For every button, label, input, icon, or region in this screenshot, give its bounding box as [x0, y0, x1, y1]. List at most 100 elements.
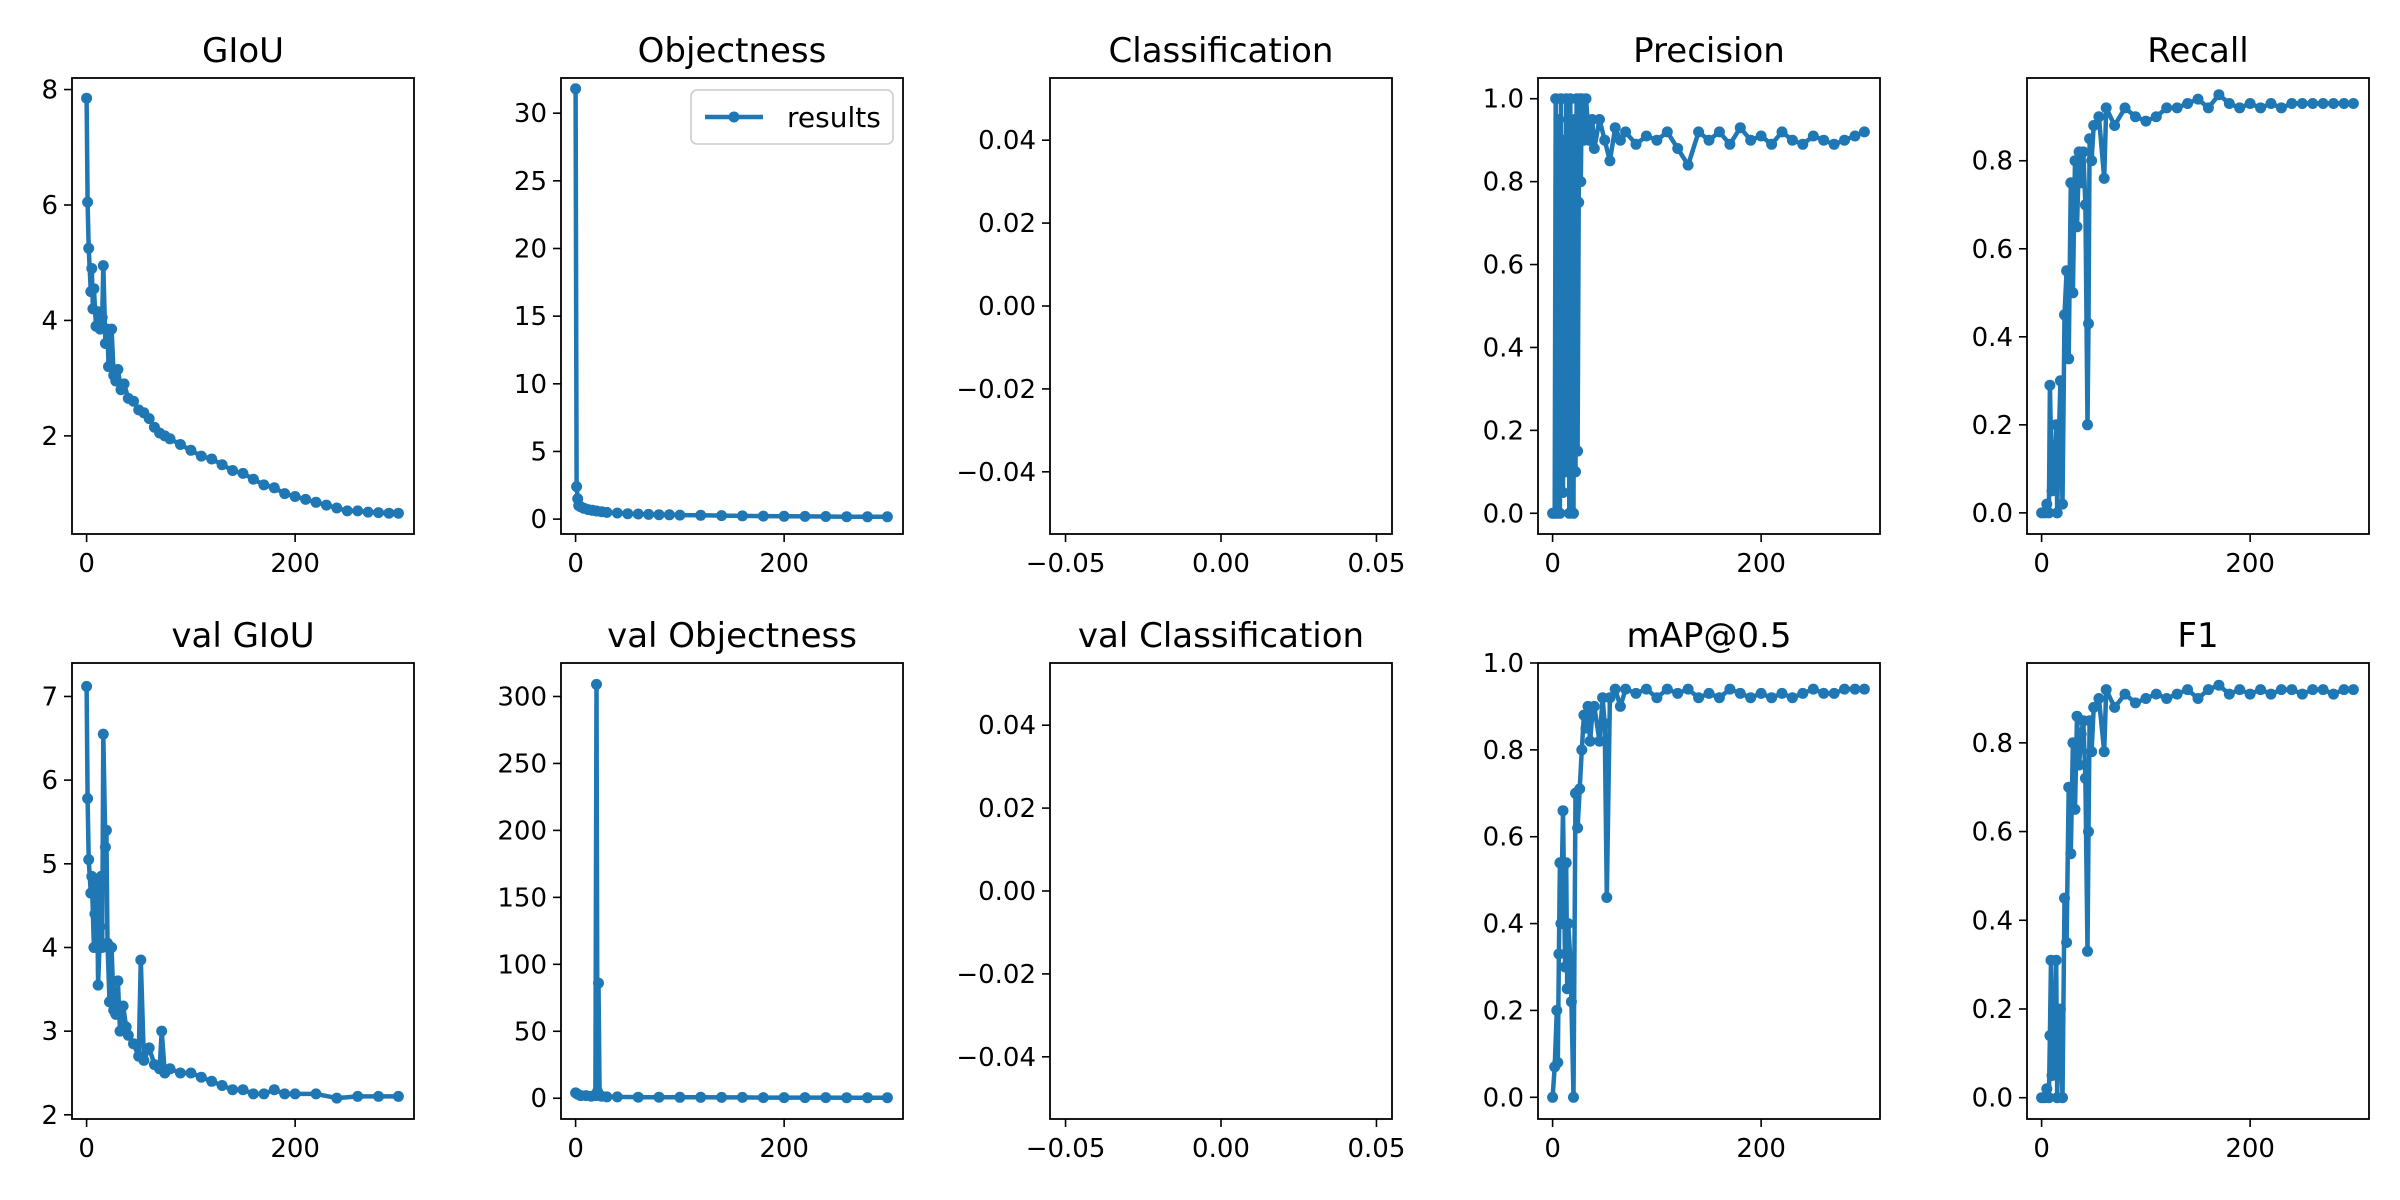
data-point	[2213, 679, 2225, 691]
x-tick-label: 200	[2225, 549, 2275, 579]
data-point	[2265, 688, 2277, 700]
data-point	[2129, 697, 2141, 709]
data-point	[279, 1088, 291, 1100]
data-point	[2129, 111, 2141, 123]
data-point	[143, 413, 155, 425]
x-tick-label: 0.00	[1192, 1134, 1250, 1164]
data-point	[2296, 98, 2308, 109]
data-point	[2044, 1030, 2056, 1042]
x-tick-label: 0	[567, 1134, 584, 1164]
data-point	[1682, 159, 1694, 171]
data-point	[1594, 114, 1605, 125]
data-point	[1588, 700, 1600, 712]
data-point	[258, 479, 270, 491]
plot-frame	[560, 77, 904, 535]
data-point	[1724, 138, 1736, 150]
data-point	[2043, 507, 2055, 519]
data-point	[716, 1091, 728, 1103]
y-tick-label: 0.6	[1483, 823, 1524, 853]
data-point	[2051, 507, 2063, 519]
data-point	[757, 510, 769, 522]
subplot-3: Classification −0.05 0.00 0.05 0.04 0.02 0.00 −…	[956, 31, 1405, 579]
data-point	[1584, 735, 1596, 747]
data-point	[1693, 126, 1705, 138]
x-tick-label: 0	[1544, 1134, 1561, 1164]
data-point	[95, 870, 107, 882]
data-point	[1734, 687, 1746, 699]
data-point	[2079, 199, 2091, 211]
data-point	[1818, 134, 1830, 146]
data-point	[1559, 466, 1571, 478]
data-point	[2296, 688, 2308, 700]
legend-marker-swatch	[728, 111, 740, 123]
data-point	[2192, 693, 2204, 704]
data-point	[1807, 130, 1819, 142]
data-point	[1580, 722, 1592, 734]
data-point	[99, 841, 111, 853]
data-point	[1797, 138, 1809, 150]
y-tick-label: 5	[41, 850, 58, 880]
data-point	[2057, 1092, 2068, 1104]
data-point	[1755, 130, 1767, 142]
y-tick-label: 0.4	[1483, 333, 1524, 363]
x-tick-label: 0	[1544, 549, 1561, 579]
data-point	[352, 1090, 364, 1102]
data-point	[122, 1029, 134, 1041]
data-point	[289, 491, 301, 502]
data-point	[2275, 684, 2287, 696]
data-point	[331, 1092, 343, 1104]
data-point	[2065, 848, 2077, 860]
y-tick-label: 8	[41, 76, 58, 106]
y-tick-label: −0.04	[956, 1043, 1036, 1073]
y-tick-label: 0.0	[1972, 499, 2013, 529]
data-point	[106, 323, 118, 335]
y-tick-label: 0.8	[1972, 147, 2013, 177]
x-tick-label: −0.05	[1026, 549, 1106, 579]
subplot-title: val GIoU	[171, 616, 314, 656]
data-point	[110, 1008, 122, 1020]
data-point	[185, 1067, 197, 1079]
data-point	[2059, 309, 2070, 321]
data-point	[206, 1075, 218, 1087]
data-point	[2093, 111, 2105, 123]
data-point	[2182, 98, 2194, 109]
data-point	[1630, 687, 1642, 699]
data-point	[174, 1067, 186, 1079]
data-point	[1620, 683, 1632, 695]
data-point	[2213, 89, 2225, 101]
data-point	[2071, 221, 2083, 233]
data-point	[2265, 98, 2277, 109]
data-point	[1839, 134, 1850, 146]
y-tick-label: 0.4	[1972, 323, 2013, 353]
data-point	[135, 954, 147, 966]
data-point	[2084, 715, 2096, 727]
data-point	[799, 1092, 811, 1104]
data-point	[2098, 746, 2110, 758]
data-point	[2052, 454, 2064, 466]
data-point	[81, 92, 93, 104]
data-point	[653, 1091, 665, 1103]
data-point	[2065, 177, 2077, 189]
data-point	[2161, 102, 2173, 114]
data-point	[1588, 143, 1600, 154]
data-point	[81, 680, 93, 692]
data-point	[1609, 122, 1621, 134]
y-tick-label: 1.0	[1483, 649, 1524, 679]
data-point	[2083, 826, 2094, 838]
y-tick-label: 0.2	[1972, 411, 2013, 441]
x-tick-label: 200	[270, 549, 320, 579]
data-point	[593, 977, 604, 989]
data-point	[2202, 102, 2214, 114]
series-line	[84, 95, 401, 516]
plot-frame	[560, 662, 904, 1120]
x-tick-label: 0	[2033, 549, 2050, 579]
y-tick-label: 10	[514, 370, 547, 400]
y-tick-label: 0	[530, 1084, 547, 1114]
data-point	[120, 1021, 132, 1033]
y-tick-label: −0.02	[956, 960, 1036, 990]
legend: results	[690, 89, 894, 145]
data-point	[1745, 134, 1757, 146]
data-point	[88, 942, 100, 953]
data-point	[1566, 259, 1578, 270]
data-point	[2100, 102, 2112, 114]
